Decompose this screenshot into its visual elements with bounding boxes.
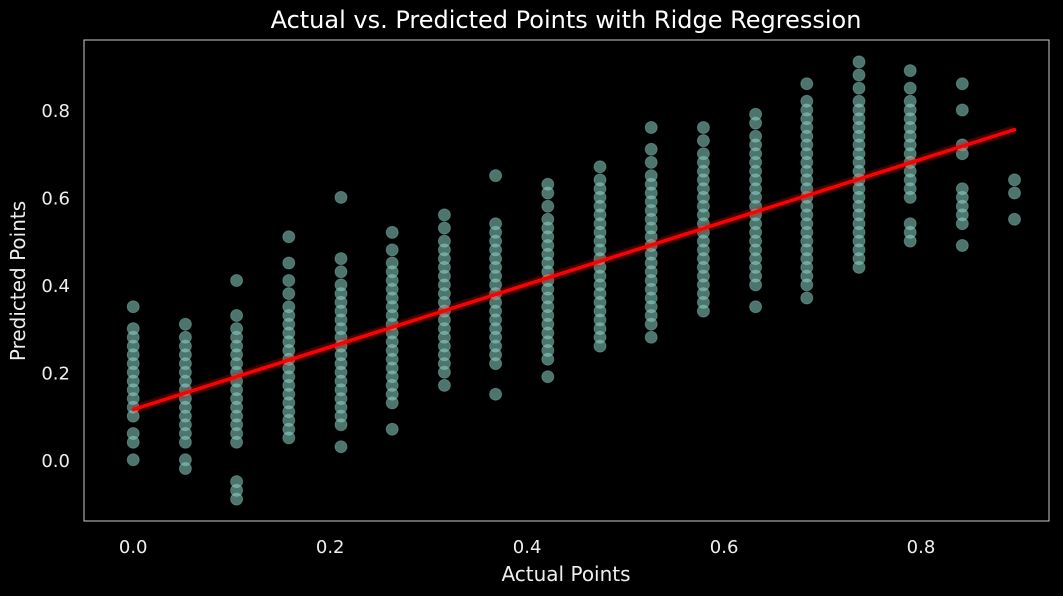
y-tick-label: 0.8 <box>41 101 70 122</box>
scatter-point <box>282 230 296 244</box>
y-axis-label: Predicted Points <box>6 201 30 361</box>
y-tick-label: 0.6 <box>41 188 70 209</box>
scatter-points <box>126 55 1021 506</box>
chart-title: Actual vs. Predicted Points with Ridge R… <box>271 6 862 34</box>
scatter-point <box>126 300 140 314</box>
x-axis-label: Actual Points <box>501 562 630 586</box>
x-tick-label: 0.2 <box>316 537 345 558</box>
scatter-point <box>385 256 399 270</box>
x-tick-label: 0.6 <box>710 537 739 558</box>
scatter-point <box>385 225 399 239</box>
scatter-point <box>489 387 503 401</box>
scatter-point <box>1008 186 1021 200</box>
scatter-point <box>282 256 296 270</box>
scatter-point <box>955 77 969 91</box>
scatter-point <box>800 77 814 91</box>
scatter-point <box>903 64 917 78</box>
scatter-point <box>696 147 710 161</box>
scatter-point <box>749 129 763 143</box>
scatter-point <box>852 94 866 108</box>
scatter-point <box>644 330 658 344</box>
scatter-point <box>541 212 555 226</box>
scatter-point <box>749 300 763 314</box>
scatter-point <box>644 142 658 156</box>
regression-line <box>131 127 1017 412</box>
scatter-point <box>334 278 348 292</box>
scatter-point <box>489 169 503 183</box>
y-tick-label: 0.0 <box>41 451 70 472</box>
scatter-point <box>334 265 348 279</box>
plot-frame <box>83 39 1050 522</box>
x-tick-label: 0.8 <box>907 537 936 558</box>
scatter-point <box>437 378 451 392</box>
x-tick-label: 0.4 <box>513 537 542 558</box>
scatter-point <box>126 322 140 336</box>
scatter-point <box>955 103 969 117</box>
scatter-point <box>593 160 607 174</box>
scatter-point <box>541 199 555 213</box>
scatter-point <box>696 121 710 134</box>
scatter-point <box>437 208 451 222</box>
scatter-point <box>385 422 399 436</box>
scatter-point <box>852 55 866 69</box>
scatter-point <box>644 155 658 169</box>
scatter-point <box>541 177 555 191</box>
scatter-point <box>437 234 451 248</box>
scatter-point <box>749 107 763 121</box>
scatter-point <box>955 239 969 252</box>
scatter-point <box>230 274 244 287</box>
scatter-point <box>800 291 814 305</box>
scatter-point <box>489 217 503 231</box>
scatter-point <box>282 300 296 314</box>
scatter-point <box>178 317 192 331</box>
scatter-point <box>385 243 399 257</box>
scatter-point <box>126 453 140 467</box>
scatter-point <box>1008 173 1021 187</box>
scatter-point <box>593 173 607 187</box>
scatter-point <box>178 453 192 467</box>
scatter-point <box>696 134 710 148</box>
scatter-point <box>334 190 348 204</box>
scatter-point <box>903 81 917 95</box>
scatter-point <box>644 169 658 183</box>
scatter-point <box>334 252 348 266</box>
scatter-point <box>437 221 451 235</box>
scatter-point <box>334 440 348 454</box>
scatter-point <box>230 475 244 489</box>
x-axis-ticks: 0.0 0.2 0.4 0.6 0.8 <box>119 537 935 558</box>
y-tick-label: 0.4 <box>41 276 70 297</box>
scatter-point <box>800 94 814 108</box>
scatter-point <box>282 287 296 301</box>
y-axis-ticks: 0.0 0.2 0.4 0.6 0.8 <box>41 101 70 472</box>
x-tick-label: 0.0 <box>119 537 148 558</box>
scatter-point <box>852 81 866 95</box>
scatter-point <box>903 94 917 108</box>
scatter-point <box>852 68 866 82</box>
y-tick-label: 0.2 <box>41 363 70 384</box>
scatter-point <box>230 322 244 336</box>
scatter-point <box>126 427 140 440</box>
scatter-point <box>178 330 192 344</box>
scatter-point <box>230 309 244 322</box>
scatter-point <box>644 121 658 134</box>
regression-line-group <box>131 125 1017 414</box>
scatter-point <box>903 217 917 231</box>
scatter-point <box>955 182 969 196</box>
scatter-point <box>282 274 296 287</box>
scatter-point <box>1008 212 1021 226</box>
scatter-point <box>541 370 555 384</box>
